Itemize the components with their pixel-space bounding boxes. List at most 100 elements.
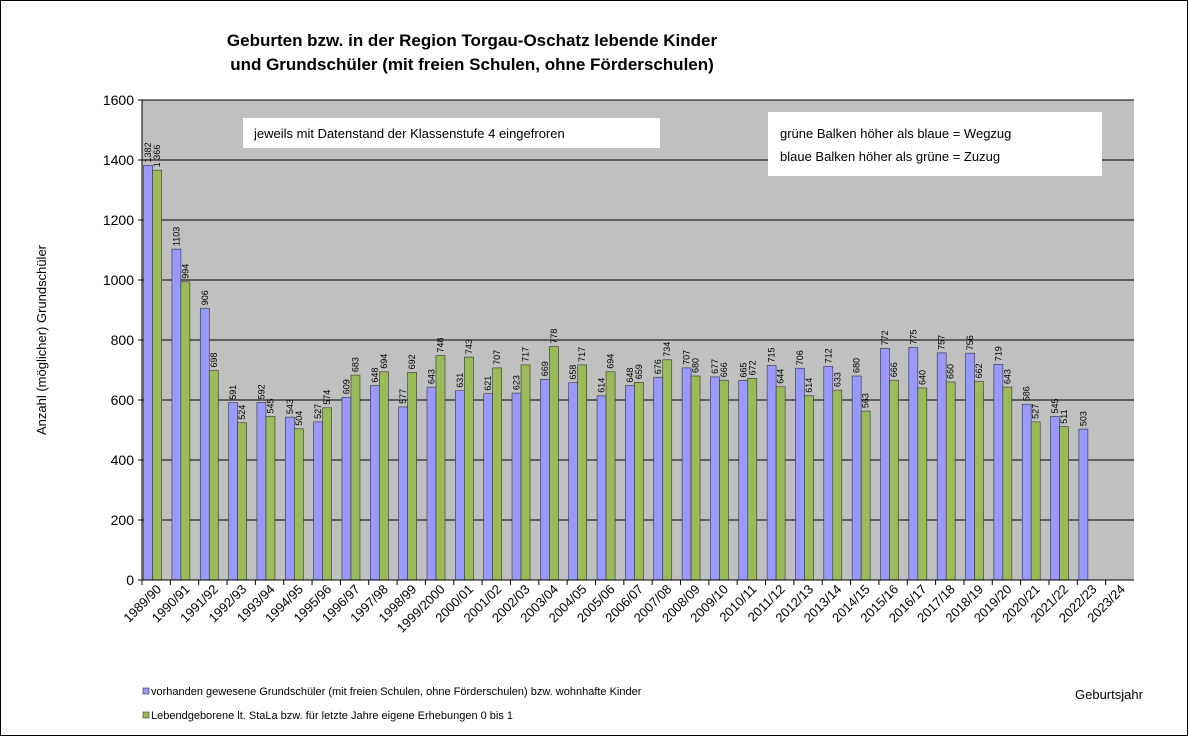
data-label: 712	[823, 348, 833, 363]
data-label: 643	[1002, 369, 1012, 384]
data-label: 748	[436, 338, 446, 353]
data-label: 775	[908, 329, 918, 344]
data-label: 994	[180, 264, 190, 279]
bar	[180, 281, 191, 581]
chart-title: und Grundschüler (mit freien Schulen, oh…	[230, 55, 714, 74]
bar	[945, 381, 956, 581]
data-label: 614	[597, 378, 607, 393]
bar	[426, 386, 437, 581]
bar	[775, 386, 786, 581]
data-label: 643	[427, 369, 437, 384]
data-label: 577	[398, 389, 408, 404]
bar	[710, 376, 720, 581]
bar	[662, 359, 673, 581]
data-label: 1103	[171, 227, 181, 246]
bar	[407, 372, 417, 581]
bar	[492, 367, 502, 581]
y-tick-label: 400	[111, 452, 135, 468]
data-label: 504	[294, 411, 304, 426]
x-axis-label: Geburtsjahr	[1075, 687, 1144, 702]
bar	[634, 381, 644, 581]
data-label: 574	[322, 390, 332, 405]
legend-label: Lebendgeborene lt. StaLa bzw. für letzte…	[151, 710, 513, 722]
y-tick-label: 1600	[103, 92, 134, 108]
bar	[455, 390, 465, 581]
bar	[832, 389, 843, 581]
bar	[265, 416, 276, 581]
bar	[974, 381, 984, 581]
bar	[322, 407, 332, 581]
data-label: 683	[350, 357, 360, 372]
data-label: 707	[682, 350, 692, 365]
data-label: 756	[965, 335, 975, 350]
data-label: 698	[209, 353, 219, 368]
data-label: 676	[653, 359, 663, 374]
annotation: blaue Balken höher als grüne = Zuzug	[780, 149, 1000, 164]
bar	[860, 410, 871, 581]
data-label: 680	[691, 358, 701, 373]
data-label: 717	[577, 347, 587, 362]
data-label: 623	[512, 375, 522, 390]
data-label: 586	[1022, 386, 1032, 401]
data-label: 666	[719, 362, 729, 377]
y-tick-label: 800	[111, 332, 135, 348]
legend-label: vorhanden gewesene Grundschüler (mit fre…	[151, 686, 642, 698]
data-label: 631	[455, 373, 465, 388]
data-label: 694	[606, 354, 616, 369]
bar	[795, 367, 805, 581]
bar	[889, 379, 899, 581]
data-label: 545	[265, 398, 275, 413]
bar	[823, 366, 834, 581]
bar	[1002, 386, 1013, 581]
data-label: 527	[313, 404, 323, 419]
bar	[1021, 403, 1032, 581]
bar	[596, 395, 607, 581]
bar	[690, 375, 701, 581]
data-label: 717	[521, 347, 531, 362]
data-label: 1382	[143, 142, 153, 162]
data-label: 621	[483, 376, 493, 391]
y-tick-label: 1000	[103, 272, 134, 288]
annotation-box	[768, 112, 1102, 176]
data-label: 757	[937, 335, 947, 350]
bar	[1050, 416, 1060, 581]
bar	[152, 169, 162, 581]
bar	[1078, 428, 1089, 581]
bar	[171, 248, 182, 581]
data-label: 511	[1059, 409, 1069, 423]
data-label: 609	[341, 379, 351, 394]
data-label: 906	[200, 290, 210, 305]
data-label: 648	[625, 368, 635, 383]
data-label: 633	[832, 372, 842, 387]
bar	[577, 364, 588, 581]
data-label: 719	[993, 346, 1003, 361]
data-label: 715	[767, 347, 777, 362]
data-label: 591	[228, 385, 238, 400]
bar	[549, 346, 559, 581]
bar	[511, 392, 522, 581]
data-label: 527	[1031, 404, 1041, 419]
y-axis-label: Anzahl (möglicher) Grundschüler	[34, 244, 49, 435]
bar	[540, 378, 550, 581]
annotation: jeweils mit Datenstand der Klassenstufe …	[253, 126, 565, 141]
data-label: 543	[285, 399, 295, 414]
data-label: 677	[710, 359, 720, 374]
bar	[653, 376, 664, 581]
y-tick-label: 1200	[103, 212, 134, 228]
data-label: 503	[1078, 411, 1088, 426]
bar	[738, 380, 749, 581]
bar	[965, 352, 975, 581]
data-label: 672	[747, 360, 757, 375]
data-label: 563	[861, 393, 871, 408]
data-label: 524	[237, 405, 247, 420]
data-label: 778	[549, 329, 559, 344]
bar	[605, 371, 616, 581]
y-tick-label: 0	[126, 572, 134, 588]
bar	[398, 406, 408, 581]
bar	[370, 385, 380, 581]
data-label: 1 366	[152, 145, 162, 168]
data-label: 734	[662, 342, 672, 357]
bar	[435, 355, 446, 581]
bar	[464, 356, 474, 581]
